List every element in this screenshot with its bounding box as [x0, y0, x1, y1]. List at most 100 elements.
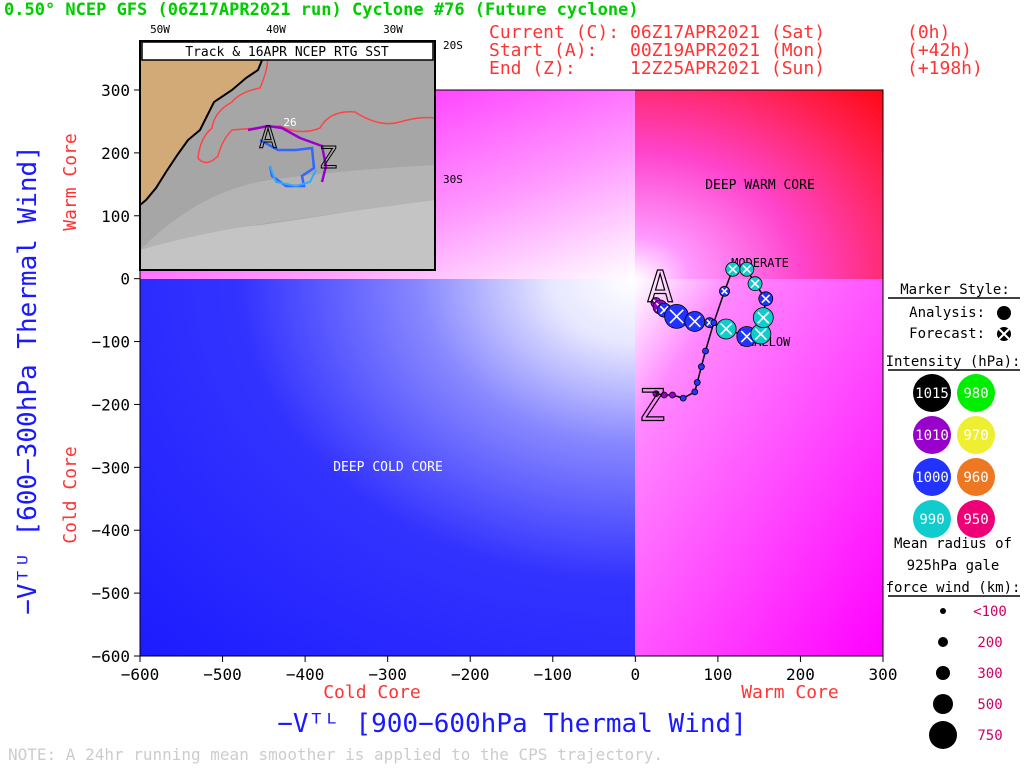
y-tick-label: −600: [91, 647, 130, 666]
y-tick-label: −400: [91, 521, 130, 540]
svg-text:200: 200: [977, 635, 1002, 651]
intensity-swatch: 980: [957, 374, 995, 412]
inset-sst-label: 26: [283, 116, 296, 129]
svg-text:970: 970: [963, 428, 988, 444]
start-hour: (+42h): [907, 40, 972, 61]
y-axis-warm-core-note: Warm Core: [60, 133, 81, 231]
inset-land: [140, 41, 270, 205]
y-tick-label: −500: [91, 584, 130, 603]
x-tick-label: −100: [534, 665, 573, 684]
trajectory-point: [747, 276, 763, 292]
y-tick-label: 100: [101, 207, 130, 226]
y-axis-title: −Vᵀᵁ [600−300hPa Thermal Wind]: [13, 145, 43, 615]
y-tick-label: −200: [91, 395, 130, 414]
trajectory-point: [719, 285, 730, 297]
trajectory-point: [715, 318, 737, 340]
inset-lon-50w: 50W: [150, 23, 170, 36]
x-axis-title: −Vᵀᴸ [900−600hPa Thermal Wind]: [277, 709, 747, 739]
y-tick-label: 200: [101, 144, 130, 163]
quadrant-deep-warm: [635, 90, 883, 279]
intensity-swatch: 970: [957, 416, 995, 454]
trajectory-point: [710, 319, 718, 327]
end-date: 12Z25APR2021 (Sun): [630, 58, 825, 79]
trajectory-point: [691, 388, 699, 396]
radius-legend-item: 200: [938, 635, 1003, 651]
trajectory-point: [693, 379, 701, 386]
x-tick-label: −500: [203, 665, 242, 684]
svg-text:950: 950: [963, 512, 988, 528]
trajectory-point: [660, 391, 668, 399]
intensity-swatch: 1010: [913, 416, 951, 454]
inset-track-purple: [247, 124, 328, 183]
x-tick-label: −200: [451, 665, 490, 684]
plot-frame: [139, 89, 884, 657]
inset-title: Track & 16APR NCEP RTG SST: [185, 45, 389, 60]
inset-sst-26-isotherm: [197, 49, 436, 164]
trajectory-point: [752, 307, 774, 329]
trajectory-point: [679, 394, 687, 402]
inset-end-marker: Z: [319, 141, 337, 176]
intensity-swatch: 990: [913, 500, 951, 538]
radius-legend-item: 300: [936, 666, 1003, 682]
current-hour: (0h): [907, 22, 950, 43]
legend: Marker Style: Analysis: Forecast: Intens…: [886, 282, 1021, 749]
x-tick-label: 0: [631, 665, 641, 684]
radius-legend-item: 500: [933, 694, 1003, 714]
svg-text:<100: <100: [973, 604, 1007, 620]
x-axis-warm-core-note: Warm Core: [741, 682, 839, 703]
legend-radius-items: <100 200 300 500 750: [929, 604, 1007, 749]
current-label: Current (C):: [489, 22, 619, 43]
svg-text:960: 960: [963, 470, 988, 486]
legend-analysis-label: Analysis:: [909, 305, 985, 321]
legend-forecast-label: Forecast:: [909, 326, 985, 342]
y-axis-ticks: 300 200 100 0 −100 −200 −300 −400 −500 −600: [91, 81, 140, 666]
inset-frame: [139, 40, 436, 271]
trajectory-point: [739, 261, 755, 277]
trajectory-point: [697, 363, 705, 371]
intensity-swatch: 960: [957, 458, 995, 496]
inset-track-blue: [259, 138, 316, 188]
y-tick-label: −300: [91, 458, 130, 477]
svg-text:500: 500: [977, 697, 1002, 713]
y-axis-cold-core-note: Cold Core: [60, 446, 81, 544]
chart-title: 0.50° NCEP GFS (06Z17APR2021 run) Cyclon…: [4, 0, 639, 20]
region-deep-warm-core: DEEP WARM CORE: [705, 178, 815, 193]
inset-start-marker: A: [259, 121, 277, 156]
svg-text:980: 980: [963, 386, 988, 402]
legend-radius-title-3: force wind (km):: [886, 580, 1021, 596]
trajectory-point: [725, 261, 741, 277]
end-label: End (Z):: [489, 58, 576, 79]
intensity-swatch: 1000: [913, 458, 951, 496]
inset-lon-40w: 40W: [266, 23, 286, 36]
legend-marker-style-title: Marker Style:: [900, 282, 1010, 298]
end-hour: (+198h): [907, 58, 983, 79]
legend-radius-title-1: Mean radius of: [894, 536, 1012, 552]
end-marker-z: Z: [639, 380, 666, 431]
x-axis-ticks: −600 −500 −400 −300 −200 −100 0 100 200 300: [121, 656, 898, 684]
legend-radius-title-2: 925hPa gale: [907, 558, 1000, 574]
svg-text:1010: 1010: [915, 428, 949, 444]
inset-title-box: [141, 41, 434, 61]
legend-intensity-swatches: 1015 980 1010 970 1000 960 990 950: [913, 374, 995, 538]
x-tick-label: 300: [869, 665, 898, 684]
inset-sst-light-area: [140, 200, 435, 270]
time-info: Current (C): 06Z17APR2021 (Sat) (0h) Sta…: [489, 22, 983, 79]
svg-text:300: 300: [977, 666, 1002, 682]
trajectory-point: [684, 311, 706, 332]
inset-sst-mid-area: [140, 165, 435, 250]
current-date: 06Z17APR2021 (Sat): [630, 22, 825, 43]
start-label: Start (A):: [489, 40, 597, 61]
x-axis-cold-core-note: Cold Core: [323, 682, 421, 703]
trajectory-point: [758, 291, 774, 307]
x-tick-label: 200: [786, 665, 815, 684]
start-marker-a: A: [647, 262, 674, 313]
inset-track-cyan: [269, 165, 317, 188]
svg-text:990: 990: [919, 512, 944, 528]
start-date: 00Z19APR2021 (Mon): [630, 40, 825, 61]
x-tick-label: −600: [121, 665, 160, 684]
radius-legend-item: <100: [940, 604, 1007, 620]
legend-analysis-marker: [997, 306, 1011, 320]
legend-forecast-marker: [997, 327, 1011, 341]
trajectory-point: [669, 391, 676, 399]
